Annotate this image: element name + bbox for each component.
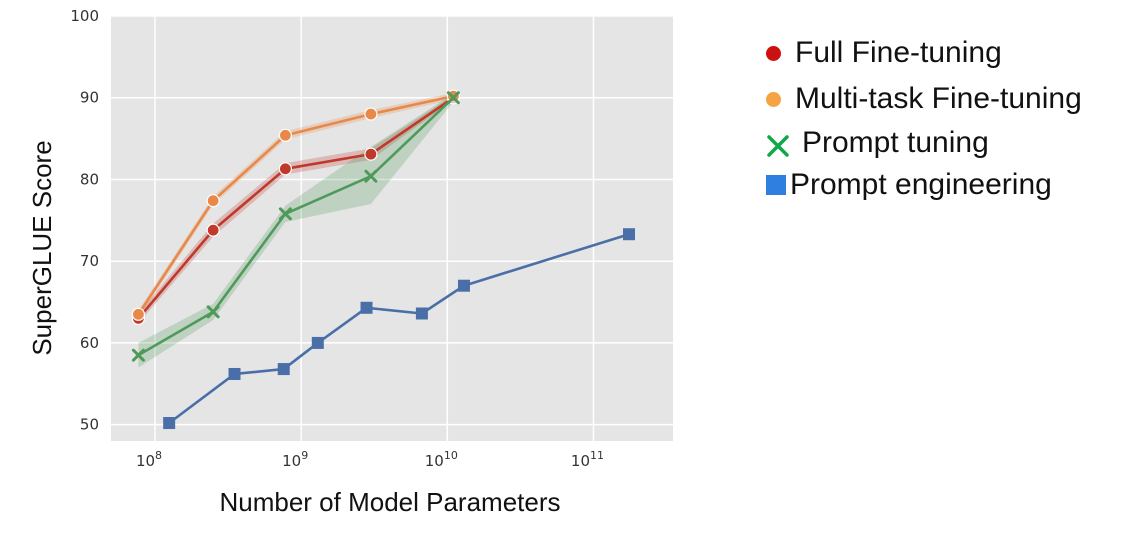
gridlines: [111, 15, 673, 441]
data-point: [278, 162, 292, 176]
data-point: [131, 348, 145, 362]
x-tick-label: 1011: [571, 449, 604, 470]
band-series-2: [138, 93, 454, 368]
data-point: [206, 305, 220, 319]
legend-item: Full Fine-tuning: [762, 34, 1002, 70]
x-tick-label: 108: [136, 449, 162, 470]
data-point: [364, 107, 378, 121]
plot-area: [111, 16, 673, 441]
data-point: [311, 336, 324, 349]
data-point: [131, 307, 146, 321]
data-point: [163, 417, 176, 430]
x-tick-label: 1010: [425, 449, 458, 470]
data-point: [360, 301, 373, 314]
legend-square-icon: [766, 175, 786, 196]
y-tick-label: 50: [80, 416, 99, 434]
y-tick-label: 60: [80, 334, 99, 352]
data-point: [277, 363, 290, 376]
legend-item: Prompt tuning: [762, 124, 989, 160]
legend-label: Prompt engineering: [790, 168, 1052, 202]
legend-item: Multi-task Fine-tuning: [762, 80, 1082, 116]
data-point: [206, 223, 220, 237]
x-axis-title: Number of Model Parameters: [219, 487, 560, 517]
y-tick-label: 90: [80, 89, 99, 107]
series-0: [131, 91, 460, 326]
y-tick-label: 70: [80, 252, 99, 270]
data-point: [364, 147, 378, 161]
legend-label: Multi-task Fine-tuning: [795, 82, 1082, 116]
data-point: [446, 91, 460, 105]
legend-item: Prompt engineering: [762, 166, 1052, 202]
y-axis-title: SuperGLUE Score: [27, 140, 57, 355]
series-line: [168, 232, 630, 425]
series-3: [163, 228, 636, 430]
y-tick-label: 80: [80, 170, 99, 188]
data-point: [278, 128, 292, 142]
legend-x-icon: [766, 131, 790, 157]
data-point: [364, 169, 378, 183]
series-2: [131, 91, 460, 362]
data-point: [228, 367, 241, 380]
data-point: [415, 307, 428, 320]
data-point: [623, 228, 636, 241]
data-point: [206, 194, 220, 208]
data-point: [278, 207, 292, 221]
data-point: [457, 279, 470, 292]
x-tick-label: 109: [282, 449, 308, 470]
legend-label: Prompt tuning: [802, 126, 989, 160]
legend-circle-icon: [766, 45, 781, 61]
legend-label: Full Fine-tuning: [795, 36, 1002, 70]
y-tick-label: 100: [70, 7, 99, 25]
legend-circle-icon: [766, 91, 781, 107]
